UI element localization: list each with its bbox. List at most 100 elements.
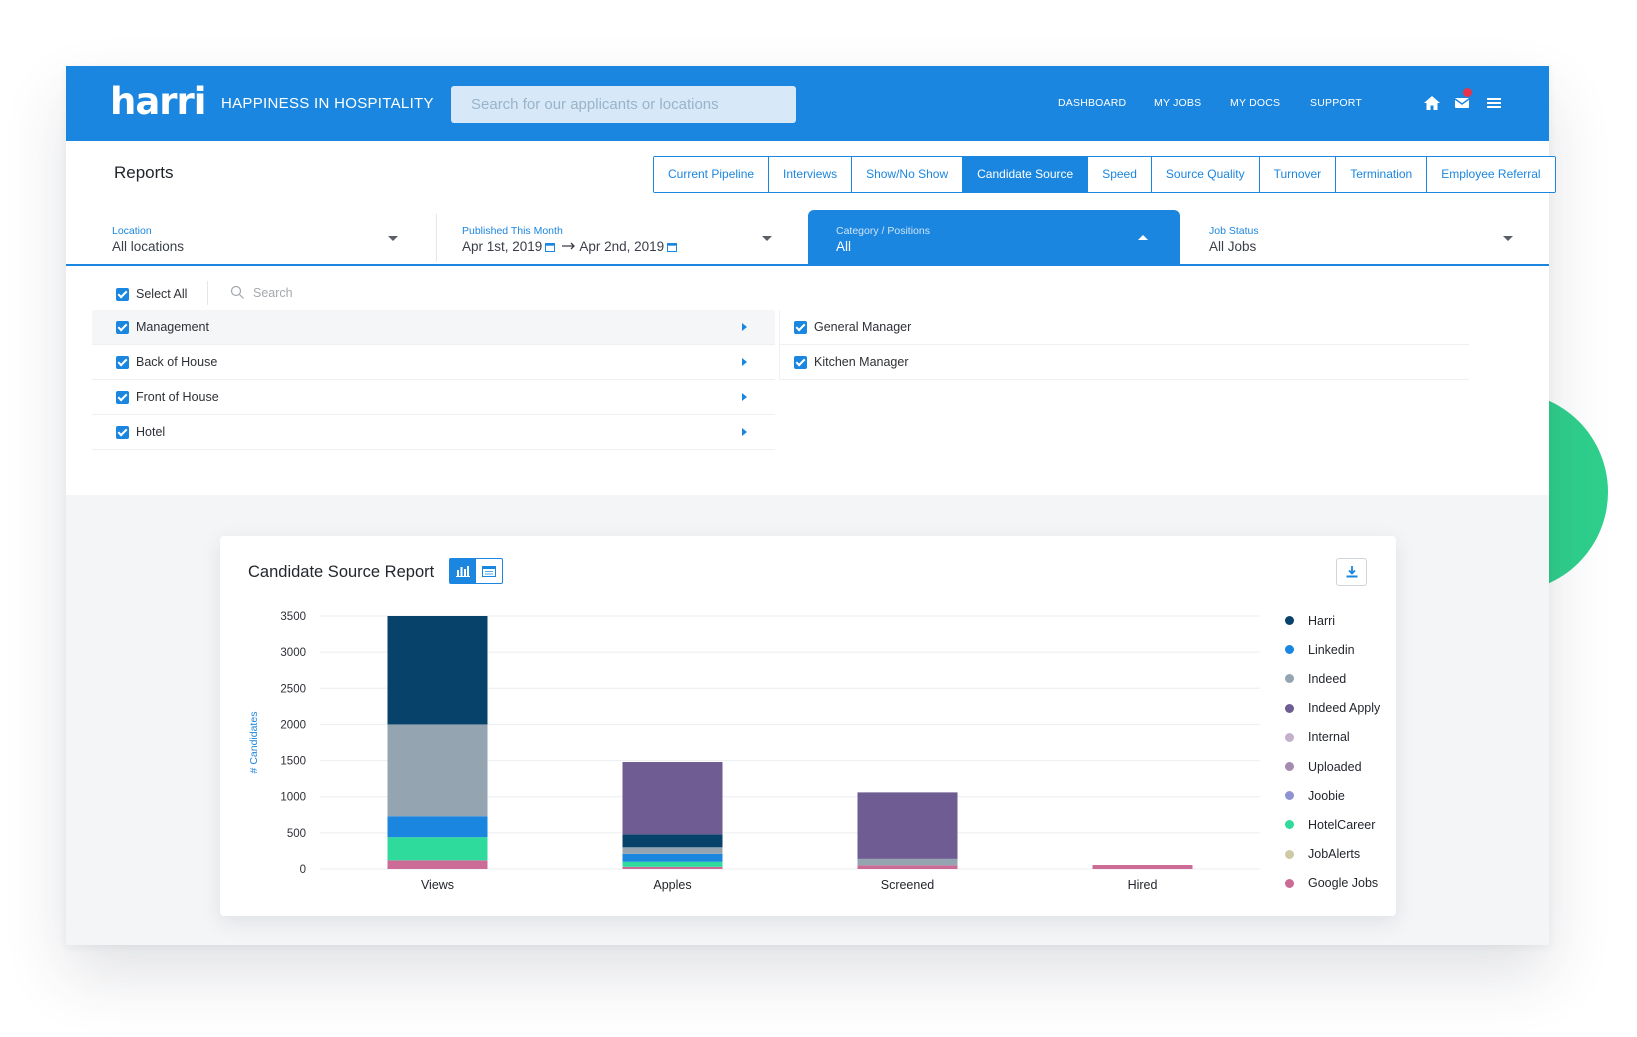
y-tick-label: 3000 (280, 647, 306, 659)
legend-item[interactable]: Indeed (1285, 664, 1395, 693)
legend-item[interactable]: Indeed Apply (1285, 694, 1395, 723)
category-positions-filter[interactable]: Category / Positions All (808, 210, 1180, 266)
category-item-back-of-house[interactable]: Back of House (92, 345, 775, 380)
x-tick-label: Apples (653, 878, 691, 892)
legend-item[interactable]: Harri (1285, 606, 1395, 635)
table-view-button[interactable] (476, 558, 503, 584)
position-label: Kitchen Manager (814, 355, 909, 369)
tab-speed[interactable]: Speed (1088, 157, 1152, 192)
legend-item[interactable]: Uploaded (1285, 752, 1395, 781)
menu-icon[interactable] (1484, 93, 1504, 113)
category-search-input[interactable] (253, 285, 403, 300)
checkbox-icon[interactable] (794, 320, 807, 334)
bar-segment (1092, 865, 1193, 869)
y-tick-label: 3500 (280, 611, 306, 623)
category-filter-value: All (836, 239, 852, 254)
page-title: Reports (114, 163, 174, 182)
tab-turnover[interactable]: Turnover (1259, 157, 1337, 192)
checkbox-icon[interactable] (116, 425, 129, 439)
x-tick-label: Hired (1128, 878, 1158, 892)
legend-item[interactable]: Google Jobs (1285, 869, 1395, 898)
checkbox-icon[interactable] (116, 320, 129, 334)
legend-label: Indeed Apply (1308, 701, 1381, 716)
legend-item[interactable]: Joobie (1285, 781, 1395, 810)
category-label: Hotel (136, 425, 166, 439)
reports-header: Reports Current Pipeline Interviews Show… (66, 141, 1556, 210)
legend-dot (1285, 762, 1294, 772)
location-filter-label: Location (112, 225, 152, 237)
tab-employee-referral[interactable]: Employee Referral (1427, 157, 1555, 192)
legend-item[interactable]: JobAlerts (1285, 840, 1395, 869)
select-all-checkbox[interactable]: Select All (116, 287, 187, 301)
y-tick-label: 1500 (280, 756, 306, 768)
legend-dot (1285, 674, 1294, 684)
legend-dot (1285, 645, 1294, 655)
position-item-general-manager[interactable]: General Manager (780, 310, 1469, 345)
category-item-hotel[interactable]: Hotel (92, 415, 775, 450)
position-label: General Manager (814, 320, 912, 334)
tab-show-no-show[interactable]: Show/No Show (852, 157, 964, 192)
chart-title: Candidate Source Report (248, 563, 435, 581)
mail-icon[interactable] (1452, 88, 1472, 113)
bar-segment (857, 792, 958, 859)
download-button[interactable] (1336, 558, 1367, 586)
legend-item[interactable]: Linkedin (1285, 635, 1395, 664)
nav-support-link[interactable]: SUPPORT (1310, 97, 1362, 109)
chevron-right-icon (742, 323, 747, 331)
tab-termination[interactable]: Termination (1336, 157, 1428, 192)
y-tick-label: 0 (300, 864, 306, 876)
chevron-up-icon (1138, 235, 1148, 240)
job-status-filter-value: All Jobs (1209, 239, 1257, 254)
category-item-management[interactable]: Management (92, 310, 775, 345)
category-label: Management (136, 320, 209, 334)
legend-item[interactable]: HotelCareer (1285, 810, 1395, 839)
nav-my-docs-link[interactable]: MY DOCS (1230, 97, 1281, 109)
notification-badge (1463, 88, 1472, 97)
harri-logo[interactable]: harri (110, 80, 206, 123)
position-list: General Manager Kitchen Manager (779, 310, 1469, 380)
legend-item[interactable]: Internal (1285, 723, 1395, 752)
chevron-down-icon (1503, 236, 1513, 241)
checkbox-icon[interactable] (116, 355, 129, 369)
checkbox-icon[interactable] (116, 390, 129, 404)
end-date: Apr 2nd, 2019 (579, 239, 665, 254)
position-item-kitchen-manager[interactable]: Kitchen Manager (780, 345, 1469, 380)
tab-source-quality[interactable]: Source Quality (1151, 157, 1260, 192)
bar-segment (622, 866, 723, 869)
legend-label: Linkedin (1308, 642, 1355, 657)
published-date-filter[interactable]: Published This Month Apr 1st, 2019 Apr 2n… (462, 210, 774, 264)
category-search (230, 285, 403, 300)
legend-dot (1285, 878, 1294, 888)
legend-label: Uploaded (1308, 759, 1362, 774)
tab-candidate-source[interactable]: Candidate Source (963, 157, 1089, 192)
global-search-input[interactable] (451, 86, 796, 123)
category-item-front-of-house[interactable]: Front of House (92, 380, 775, 415)
bar-segment (387, 860, 488, 869)
legend-label: Joobie (1308, 788, 1345, 803)
legend-label: Internal (1308, 730, 1350, 745)
search-icon (230, 285, 244, 299)
calendar-icon (667, 243, 678, 252)
filter-divider (436, 214, 437, 262)
bar-segment (622, 834, 723, 848)
chevron-right-icon (742, 428, 747, 436)
chevron-right-icon (742, 358, 747, 366)
legend-label: Indeed (1308, 671, 1347, 686)
legend-dot (1285, 791, 1294, 801)
select-all-label: Select All (136, 287, 188, 301)
bar-segment (857, 865, 958, 869)
checkbox-icon[interactable] (794, 355, 807, 369)
nav-dashboard-link[interactable]: DASHBOARD (1058, 97, 1127, 109)
location-filter[interactable]: Location All locations (112, 210, 402, 264)
home-icon[interactable] (1422, 93, 1442, 113)
bar-chart-view-button[interactable] (449, 558, 476, 584)
tab-current-pipeline[interactable]: Current Pipeline (654, 157, 770, 192)
y-axis-label: # Candidates (248, 712, 260, 774)
x-tick-label: Views (421, 878, 454, 892)
job-status-filter[interactable]: Job Status All Jobs (1209, 210, 1519, 264)
brand-tagline: HAPPINESS IN HOSPITALITY (221, 95, 434, 112)
tab-interviews[interactable]: Interviews (769, 157, 853, 192)
legend-dot (1285, 732, 1294, 742)
nav-my-jobs-link[interactable]: MY JOBS (1154, 97, 1202, 109)
